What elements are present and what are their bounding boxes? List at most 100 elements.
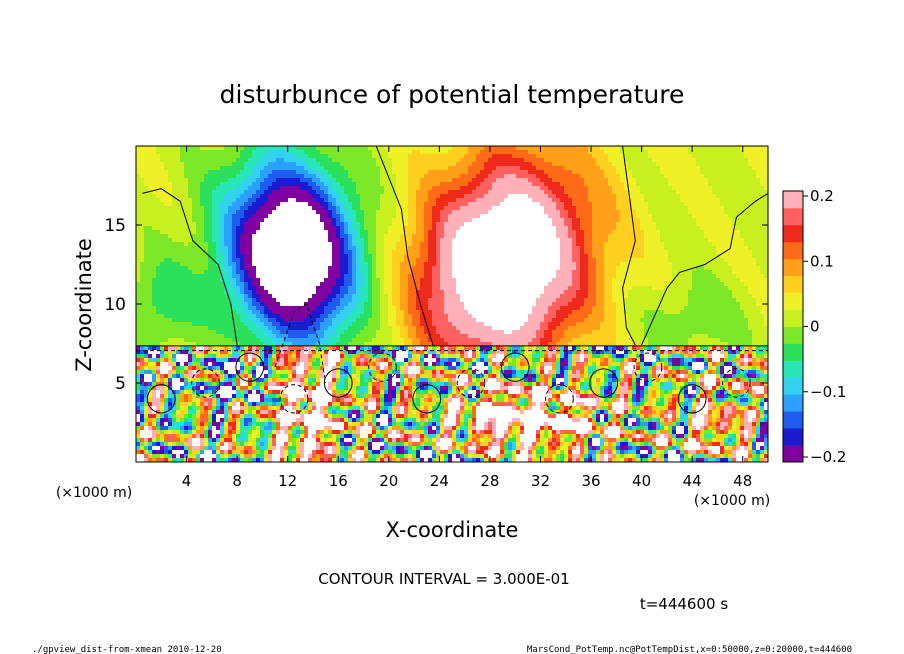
heatmap-cell [136, 194, 141, 199]
heatmap-cell [668, 206, 673, 211]
heatmap-cell [468, 258, 473, 263]
heatmap-cell [376, 158, 381, 163]
heatmap-cell [156, 238, 161, 243]
heatmap-cell [740, 250, 745, 255]
heatmap-cell [652, 254, 657, 259]
heatmap-cell [164, 230, 169, 235]
heatmap-cell [268, 198, 273, 203]
heatmap-cell [224, 178, 229, 183]
heatmap-cell [480, 254, 485, 259]
heatmap-cell [524, 246, 529, 251]
heatmap-cell [608, 182, 613, 187]
heatmap-cell [684, 238, 689, 243]
heatmap-cell [372, 194, 377, 199]
heatmap-cell [476, 186, 481, 191]
heatmap-cell [484, 166, 489, 171]
heatmap-cell [360, 214, 365, 219]
heatmap-cell [380, 150, 385, 155]
heatmap-cell [420, 230, 425, 235]
heatmap-cell [380, 166, 385, 171]
heatmap-cell [544, 174, 549, 179]
heatmap-cell [468, 218, 473, 223]
heatmap-cell [172, 178, 177, 183]
heatmap-cell [608, 226, 613, 231]
heatmap-cell [260, 182, 265, 187]
heatmap-cell [220, 238, 225, 243]
heatmap-cell [696, 206, 701, 211]
heatmap-cell [564, 218, 569, 223]
heatmap-cell [344, 206, 349, 211]
heatmap-cell [496, 242, 501, 247]
heatmap-cell [736, 170, 741, 175]
heatmap-cell [428, 146, 433, 151]
heatmap-cell [552, 146, 557, 151]
heatmap-cell [416, 250, 421, 255]
heatmap-cell [592, 166, 597, 171]
heatmap-cell [712, 214, 717, 219]
heatmap-cell [604, 230, 609, 235]
heatmap-cell [264, 222, 269, 227]
heatmap-cell [584, 214, 589, 219]
heatmap-cell [300, 162, 305, 167]
heatmap-cell [472, 150, 477, 155]
heatmap-cell [280, 178, 285, 183]
heatmap-cell [344, 158, 349, 163]
heatmap-cell [584, 238, 589, 243]
heatmap-cell [704, 258, 709, 263]
heatmap-cell [232, 162, 237, 167]
heatmap-cell [248, 254, 253, 259]
heatmap-cell [560, 262, 565, 267]
heatmap-cell [180, 250, 185, 255]
heatmap-cell [500, 238, 505, 243]
heatmap-cell [320, 150, 325, 155]
heatmap-cell [228, 242, 233, 247]
heatmap-cell [284, 222, 289, 227]
heatmap-cell [260, 178, 265, 183]
heatmap-cell [220, 194, 225, 199]
heatmap-cell [584, 262, 589, 267]
heatmap-cell [436, 254, 441, 259]
heatmap-cell [204, 266, 209, 271]
heatmap-cell [656, 210, 661, 215]
heatmap-cell [300, 230, 305, 235]
heatmap-cell [204, 174, 209, 179]
heatmap-cell [392, 166, 397, 171]
heatmap-cell [532, 218, 537, 223]
heatmap-cell [144, 154, 149, 159]
heatmap-cell [684, 202, 689, 207]
heatmap-cell [564, 202, 569, 207]
heatmap-cell [552, 230, 557, 235]
heatmap-cell [196, 226, 201, 231]
heatmap-cell [560, 246, 565, 251]
heatmap-cell [336, 174, 341, 179]
heatmap-cell [648, 150, 653, 155]
heatmap-cell [588, 162, 593, 167]
heatmap-cell [472, 170, 477, 175]
heatmap-cell [748, 170, 753, 175]
heatmap-cell [344, 198, 349, 203]
heatmap-cell [540, 154, 545, 159]
heatmap-cell [376, 222, 381, 227]
heatmap-cell [732, 158, 737, 163]
heatmap-cell [652, 230, 657, 235]
heatmap-cell [548, 146, 553, 151]
heatmap-cell [320, 262, 325, 267]
heatmap-cell [540, 262, 545, 267]
heatmap-cell [328, 182, 333, 187]
heatmap-cell [624, 226, 629, 231]
heatmap-cell [652, 186, 657, 191]
heatmap-cell [756, 194, 761, 199]
heatmap-cell [680, 170, 685, 175]
heatmap-cell [532, 186, 537, 191]
heatmap-cell [204, 218, 209, 223]
heatmap-cell [672, 210, 677, 215]
heatmap-cell [156, 162, 161, 167]
heatmap-cell [384, 218, 389, 223]
heatmap-cell [692, 238, 697, 243]
heatmap-cell [532, 242, 537, 247]
heatmap-cell [408, 246, 413, 251]
heatmap-cell [200, 198, 205, 203]
heatmap-cell [648, 174, 653, 179]
heatmap-cell [580, 210, 585, 215]
heatmap-cell [416, 190, 421, 195]
